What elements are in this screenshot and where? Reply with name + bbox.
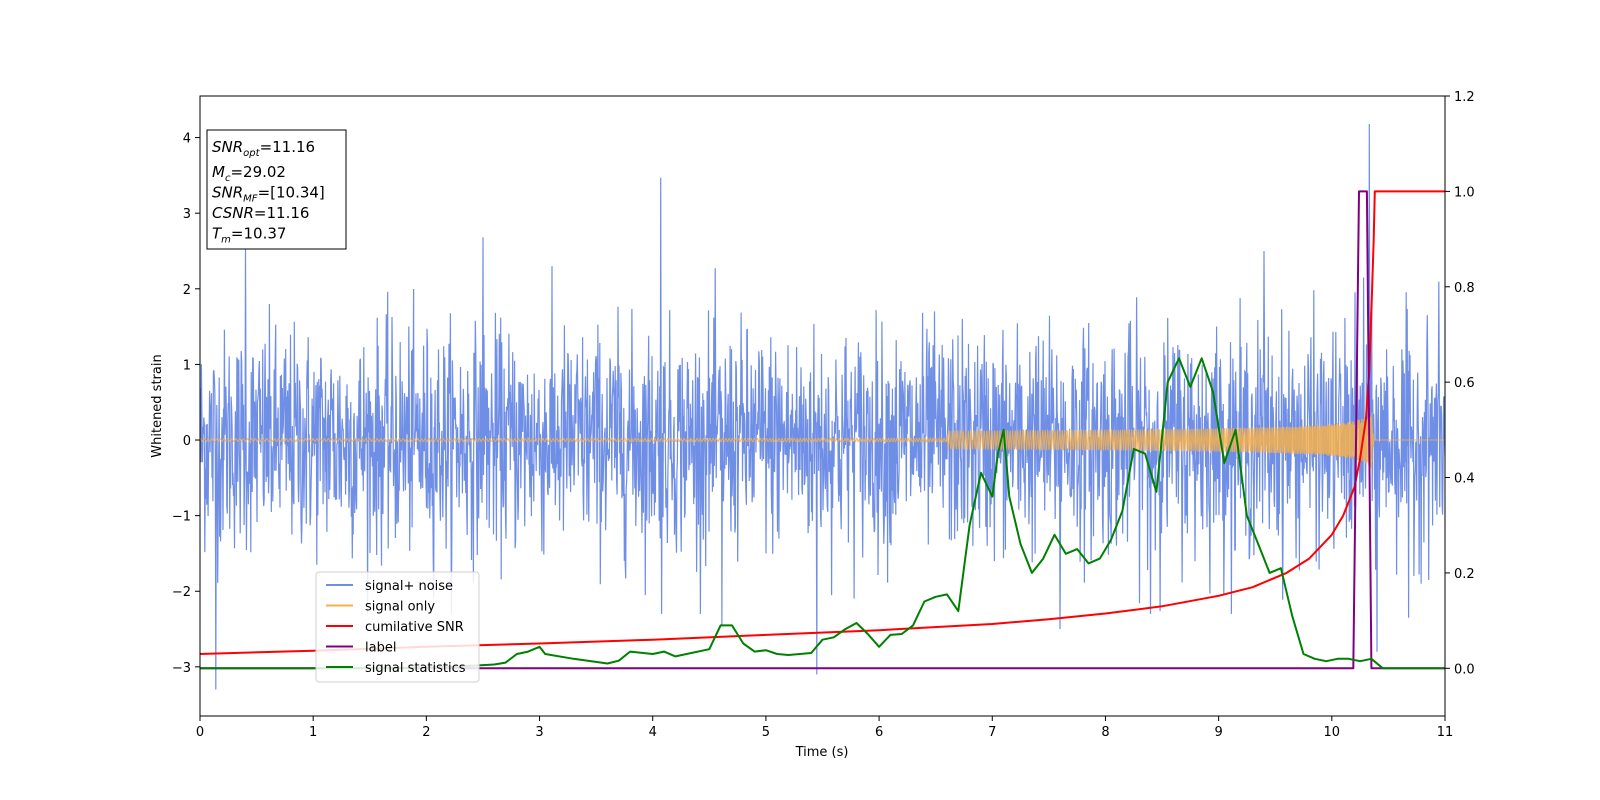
- y2-tick-label: 0.6: [1454, 376, 1475, 391]
- y-tick-label: 4: [183, 132, 191, 147]
- annotation-line: SNRMF=[10.34]: [212, 184, 325, 205]
- annotation-line: Mc=29.02: [212, 163, 286, 184]
- x-tick-label: 7: [988, 725, 996, 740]
- x-tick-label: 4: [649, 725, 657, 740]
- x-tick-label: 10: [1324, 725, 1341, 740]
- x-tick-label: 3: [535, 725, 543, 740]
- y2-tick-label: 1.0: [1454, 185, 1475, 200]
- x-tick-label: 5: [762, 725, 770, 740]
- y-tick-label: 0: [183, 434, 191, 449]
- legend: signal+ noise signal only cumilative SNR la…: [315, 571, 480, 683]
- series-signal-statistics: [200, 357, 1445, 670]
- x-tick-label: 2: [422, 725, 430, 740]
- annotation-line: CSNR=11.16: [212, 204, 309, 222]
- annotation-line: SNRopt=11.16: [212, 138, 315, 159]
- annotation-box: SNRopt=11.16 Mc=29.02SNRMF=[10.34]CSNR=11…: [206, 129, 347, 250]
- series-signal-noise: [200, 123, 1445, 690]
- y-tick-label: −2: [172, 585, 191, 600]
- y2-tick-label: 1.2: [1454, 90, 1475, 105]
- plot-frame: [199, 95, 1446, 717]
- y-tick-label: 2: [183, 283, 191, 298]
- y2-tick-label: 0.8: [1454, 281, 1475, 296]
- y2-tick-label: 0.0: [1454, 662, 1475, 677]
- legend-label: signal+ noise: [365, 579, 453, 594]
- annotation-line: Tm=10.37: [212, 225, 286, 246]
- legend-label: signal statistics: [365, 661, 466, 676]
- legend-label: label: [365, 641, 396, 656]
- y-tick-label: −1: [172, 510, 191, 525]
- y-tick-label: 3: [183, 207, 191, 222]
- x-tick-label: 6: [875, 725, 883, 740]
- y-tick-label: 1: [183, 358, 191, 373]
- axes: 0 1 2 3 4 5 6 7 8 9 10 11 −3 −2 −1 0 1 2 3 4 0.0 0.2 0.4 0.6 0.8…: [172, 90, 1475, 740]
- y-tick-label: −3: [172, 661, 191, 676]
- x-tick-label: 0: [196, 725, 204, 740]
- legend-label: signal only: [365, 600, 435, 615]
- y2-tick-label: 0.4: [1454, 472, 1475, 487]
- y2-tick-label: 0.2: [1454, 567, 1475, 582]
- y-axis-label: Whitened strain: [150, 354, 165, 457]
- x-tick-label: 11: [1437, 725, 1454, 740]
- x-tick-label: 1: [309, 725, 317, 740]
- plot-area: [200, 123, 1445, 690]
- legend-label: cumilative SNR: [365, 620, 464, 635]
- x-tick-label: 9: [1214, 725, 1222, 740]
- x-tick-label: 8: [1101, 725, 1109, 740]
- x-axis-label: Time (s): [795, 745, 849, 760]
